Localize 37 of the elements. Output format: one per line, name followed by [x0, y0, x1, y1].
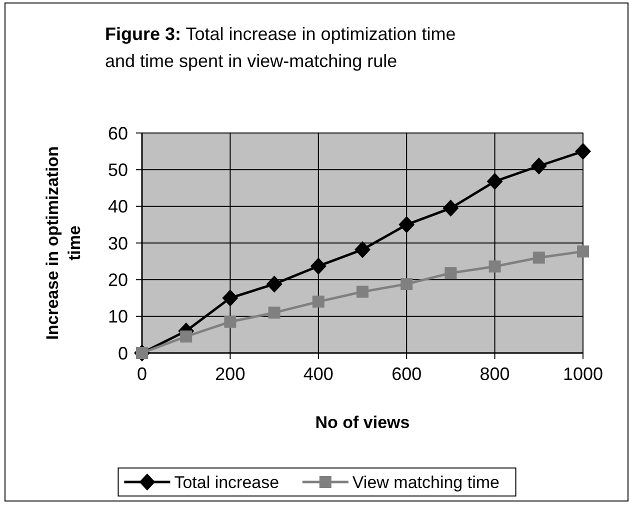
x-axis-title: No of views [315, 413, 410, 432]
point [312, 296, 324, 308]
point [266, 276, 282, 293]
point [530, 158, 547, 174]
x-tick-label: 600 [392, 364, 422, 384]
x-tick-label: 200 [215, 364, 246, 384]
point [356, 286, 368, 298]
y-tick-label: 60 [108, 123, 128, 144]
point [577, 245, 589, 258]
y-tick-label: 10 [108, 306, 128, 327]
point [354, 241, 370, 258]
x-tick-label: 1000 [562, 364, 604, 384]
x-tick-label: 800 [480, 364, 510, 384]
point [224, 316, 236, 328]
point [488, 260, 501, 272]
chart-title: Figure 3: Total increase in optimization time and time spent in view-matching rule [105, 24, 456, 71]
y-tick-label: 0 [118, 343, 128, 364]
point [398, 216, 415, 234]
legend-label: View matching time [352, 472, 500, 492]
point [575, 142, 591, 160]
point [532, 252, 545, 264]
point [444, 267, 457, 280]
x-tick-label: 400 [303, 364, 334, 384]
y-tick-label: 20 [108, 270, 128, 290]
legend-label: Total increase [174, 472, 280, 492]
y-tick-label: 30 [108, 233, 128, 254]
point [222, 290, 238, 306]
point [442, 200, 459, 217]
point [310, 258, 326, 275]
y-tick-label: 50 [108, 160, 128, 180]
point [180, 330, 192, 342]
point [400, 278, 413, 290]
y-axis-title: Increase in optimization time [43, 146, 84, 340]
point [268, 306, 280, 319]
point [486, 172, 503, 190]
x-tick-label: 0 [136, 364, 148, 384]
y-tick-label: 40 [108, 196, 128, 217]
